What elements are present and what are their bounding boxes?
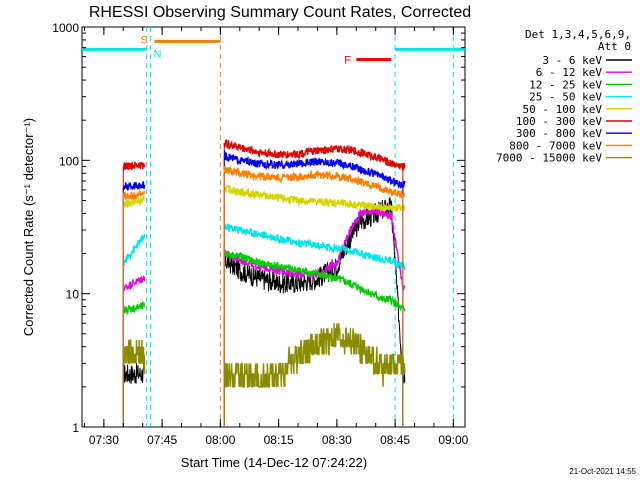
legend-label-1: 6 - 12 keV: [536, 66, 603, 79]
legend-label-6: 300 - 800 keV: [516, 127, 602, 140]
x-tick-label-3: 08:15: [264, 433, 294, 447]
annotation-label-3: F: [344, 55, 351, 67]
y-tick-label-1: 10: [66, 288, 80, 302]
y-axis-label: Corrected Count Rate (s⁻¹ detector⁻¹): [21, 118, 36, 336]
legend-label-5: 100 - 300 keV: [516, 115, 602, 128]
series-line-8: [123, 323, 406, 388]
x-tick-label-0: 07:30: [89, 433, 119, 447]
legend-label-0: 3 - 6 keV: [542, 54, 602, 67]
legend-label-7: 800 - 7000 keV: [509, 139, 602, 152]
x-tick-label-2: 08:00: [205, 433, 235, 447]
x-tick-label-1: 07:45: [147, 433, 177, 447]
x-tick-label-5: 08:45: [380, 433, 410, 447]
chart-title: RHESSI Observing Summary Count Rates, Co…: [89, 4, 471, 21]
plot-frame: [81, 26, 466, 428]
x-tick-label-6: 09:00: [438, 433, 468, 447]
x-axis-label: Start Time (14-Dec-12 07:24:22): [181, 455, 367, 470]
series-line-5: [122, 138, 406, 171]
legend-label-8: 7000 - 15000 keV: [496, 152, 602, 165]
series-line-2: [122, 250, 406, 316]
legend-label-4: 50 - 100 keV: [523, 103, 603, 116]
y-tick-label-0: 1: [72, 421, 79, 435]
x-tick-label-4: 08:30: [322, 433, 352, 447]
series-line-7: [122, 165, 406, 201]
legend-header-0: Det 1,3,4,5,6,9,: [525, 28, 631, 41]
annotation-label-1: N: [153, 48, 161, 60]
y-tick-label-3: 1000: [52, 21, 79, 35]
annotation-label-0: S: [140, 34, 147, 46]
legend-label-3: 25 - 50 keV: [529, 91, 602, 104]
legend-label-2: 12 - 25 keV: [529, 78, 602, 91]
series-line-6: [122, 149, 406, 192]
series-line-4: [122, 184, 406, 212]
footer-timestamp: 21-Oct-2021 14:55: [569, 467, 636, 476]
legend-header-1: Att 0: [598, 40, 631, 53]
y-tick-label-2: 100: [59, 154, 79, 168]
series-line-3: [122, 223, 406, 272]
